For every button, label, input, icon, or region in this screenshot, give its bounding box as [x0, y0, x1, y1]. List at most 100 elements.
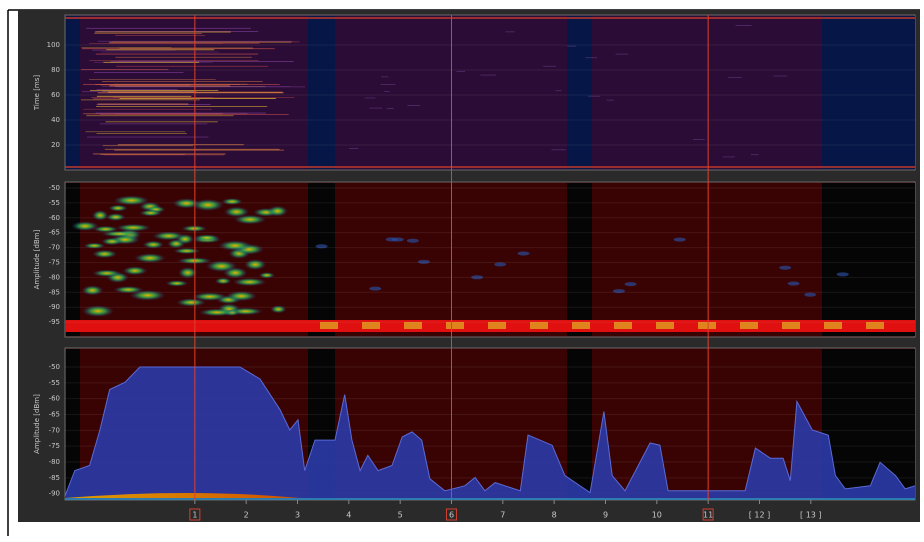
y-tick-label: -65: [49, 411, 60, 419]
channel-label[interactable]: 9: [603, 511, 608, 520]
floor-band-hot: [614, 322, 632, 329]
idle-band: [308, 183, 335, 336]
page: {"panels": [ {"y_label": "Time [ms]", "y…: [0, 0, 924, 542]
y-tick-label: 20: [51, 141, 60, 149]
floor-band-hot: [698, 322, 716, 329]
floor-band-hot: [446, 322, 464, 329]
y-tick-label: -80: [49, 273, 60, 281]
density-blob: [218, 240, 251, 250]
density-blob: [82, 285, 104, 295]
density-blob: [192, 292, 227, 300]
channel-label[interactable]: 7: [500, 511, 505, 520]
idle-band: [822, 16, 915, 169]
density-blob: [101, 238, 122, 245]
density-blob: [244, 259, 266, 270]
idle-band: [567, 183, 592, 336]
density-blob: [139, 210, 162, 217]
y-tick-label: -85: [49, 288, 60, 296]
floor-band-hot: [824, 322, 842, 329]
density-blob: [837, 272, 849, 276]
channel-label[interactable]: 11: [703, 511, 713, 520]
density-blob: [192, 199, 224, 211]
y-tick-label: 80: [51, 66, 60, 74]
floor-band-hot: [572, 322, 590, 329]
density-blob: [234, 215, 266, 224]
floor-band-hot: [488, 322, 506, 329]
density-blob: [116, 224, 151, 231]
y-tick-label: -85: [49, 474, 60, 482]
y-tick-label: -55: [49, 379, 60, 387]
idle-band: [66, 183, 80, 336]
y-tick-label: 100: [47, 41, 60, 49]
y-tick-label: -70: [49, 244, 60, 252]
channel-label[interactable]: 4: [346, 511, 351, 520]
channel-label[interactable]: 2: [244, 511, 249, 520]
channel-label[interactable]: 10: [652, 511, 662, 520]
y-axis-label: Amplitude [dBm]: [33, 394, 41, 454]
y-tick-label: -60: [49, 214, 60, 222]
y-tick-label: -75: [49, 442, 60, 450]
density-blob: [233, 278, 266, 286]
y-tick-label: 40: [51, 116, 60, 124]
density-blob: [222, 198, 243, 205]
idle-band: [567, 16, 592, 169]
density-blob: [386, 237, 398, 241]
floor-band-hot: [362, 322, 380, 329]
density-blob: [494, 262, 506, 266]
density-blob: [625, 282, 637, 286]
density-blob: [134, 253, 165, 262]
density-blob: [114, 196, 150, 206]
density-blob: [181, 225, 207, 231]
floor-band-hot: [656, 322, 674, 329]
floor-band-hot: [866, 322, 884, 329]
channel-label[interactable]: 5: [398, 511, 403, 520]
density-blob: [779, 266, 791, 270]
channel-label[interactable]: [ 12 ]: [749, 511, 771, 520]
y-tick-label: -70: [49, 426, 60, 434]
y-tick-label: -90: [49, 490, 60, 498]
y-axis-label: Amplitude [dBm]: [33, 229, 41, 289]
floor-band-hot: [530, 322, 548, 329]
density-blob: [194, 234, 220, 240]
density-blob: [166, 280, 188, 286]
density-blob: [173, 248, 200, 254]
channel-label[interactable]: 3: [295, 511, 300, 520]
y-tick-label: -50: [49, 363, 60, 371]
density-blob: [267, 206, 287, 217]
density-blob: [418, 260, 430, 264]
y-tick-label: 60: [51, 91, 60, 99]
density-blob: [518, 251, 530, 255]
y-tick-label: -55: [49, 199, 60, 207]
idle-band: [822, 183, 915, 336]
idle-band: [567, 349, 592, 499]
density-blob: [270, 305, 286, 313]
density-blob: [804, 293, 816, 297]
density-blob: [92, 270, 121, 277]
spectrum-analyzer: Time [ms]20406080100Amplitude [dBm]-95-9…: [0, 0, 924, 538]
channel-label[interactable]: 8: [552, 511, 557, 520]
density-blob: [130, 290, 166, 301]
density-blob: [92, 210, 108, 220]
density-blob: [369, 287, 381, 291]
y-tick-label: -60: [49, 395, 60, 403]
y-tick-label: -75: [49, 258, 60, 266]
y-tick-label: -90: [49, 303, 60, 311]
idle-band: [66, 16, 80, 169]
y-tick-label: -65: [49, 229, 60, 237]
y-tick-label: -95: [49, 318, 60, 326]
floor-band-hot: [320, 322, 338, 329]
channel-label[interactable]: 6: [449, 511, 454, 520]
channel-label[interactable]: [ 13 ]: [800, 511, 822, 520]
density-blob: [407, 239, 419, 243]
density-blob: [108, 205, 127, 212]
idle-band: [308, 16, 335, 169]
density-blob: [215, 278, 231, 285]
floor-band-hot: [404, 322, 422, 329]
channel-label[interactable]: 1: [192, 511, 197, 520]
density-blob: [106, 213, 125, 221]
floor-band-hot: [740, 322, 758, 329]
density-blob: [176, 234, 194, 244]
density-blob: [788, 282, 800, 286]
y-tick-label: -80: [49, 458, 60, 466]
y-tick-label: -50: [49, 184, 60, 192]
